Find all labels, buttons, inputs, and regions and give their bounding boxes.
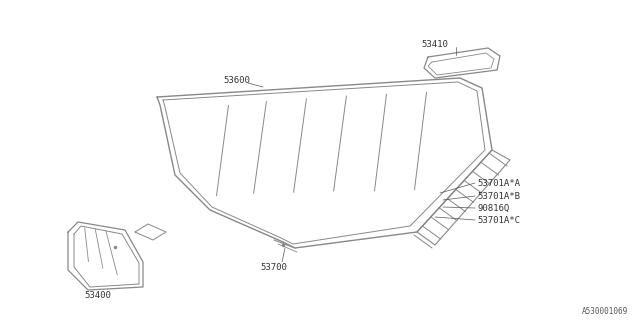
Text: 53410: 53410	[422, 39, 449, 49]
Text: 53701A*B: 53701A*B	[477, 191, 520, 201]
Text: 53600: 53600	[223, 76, 250, 84]
Text: 90816Q: 90816Q	[477, 204, 509, 212]
Text: 53701A*C: 53701A*C	[477, 215, 520, 225]
Text: 53400: 53400	[84, 291, 111, 300]
Text: A530001069: A530001069	[582, 308, 628, 316]
Text: 53700: 53700	[260, 263, 287, 273]
Text: 53701A*A: 53701A*A	[477, 179, 520, 188]
